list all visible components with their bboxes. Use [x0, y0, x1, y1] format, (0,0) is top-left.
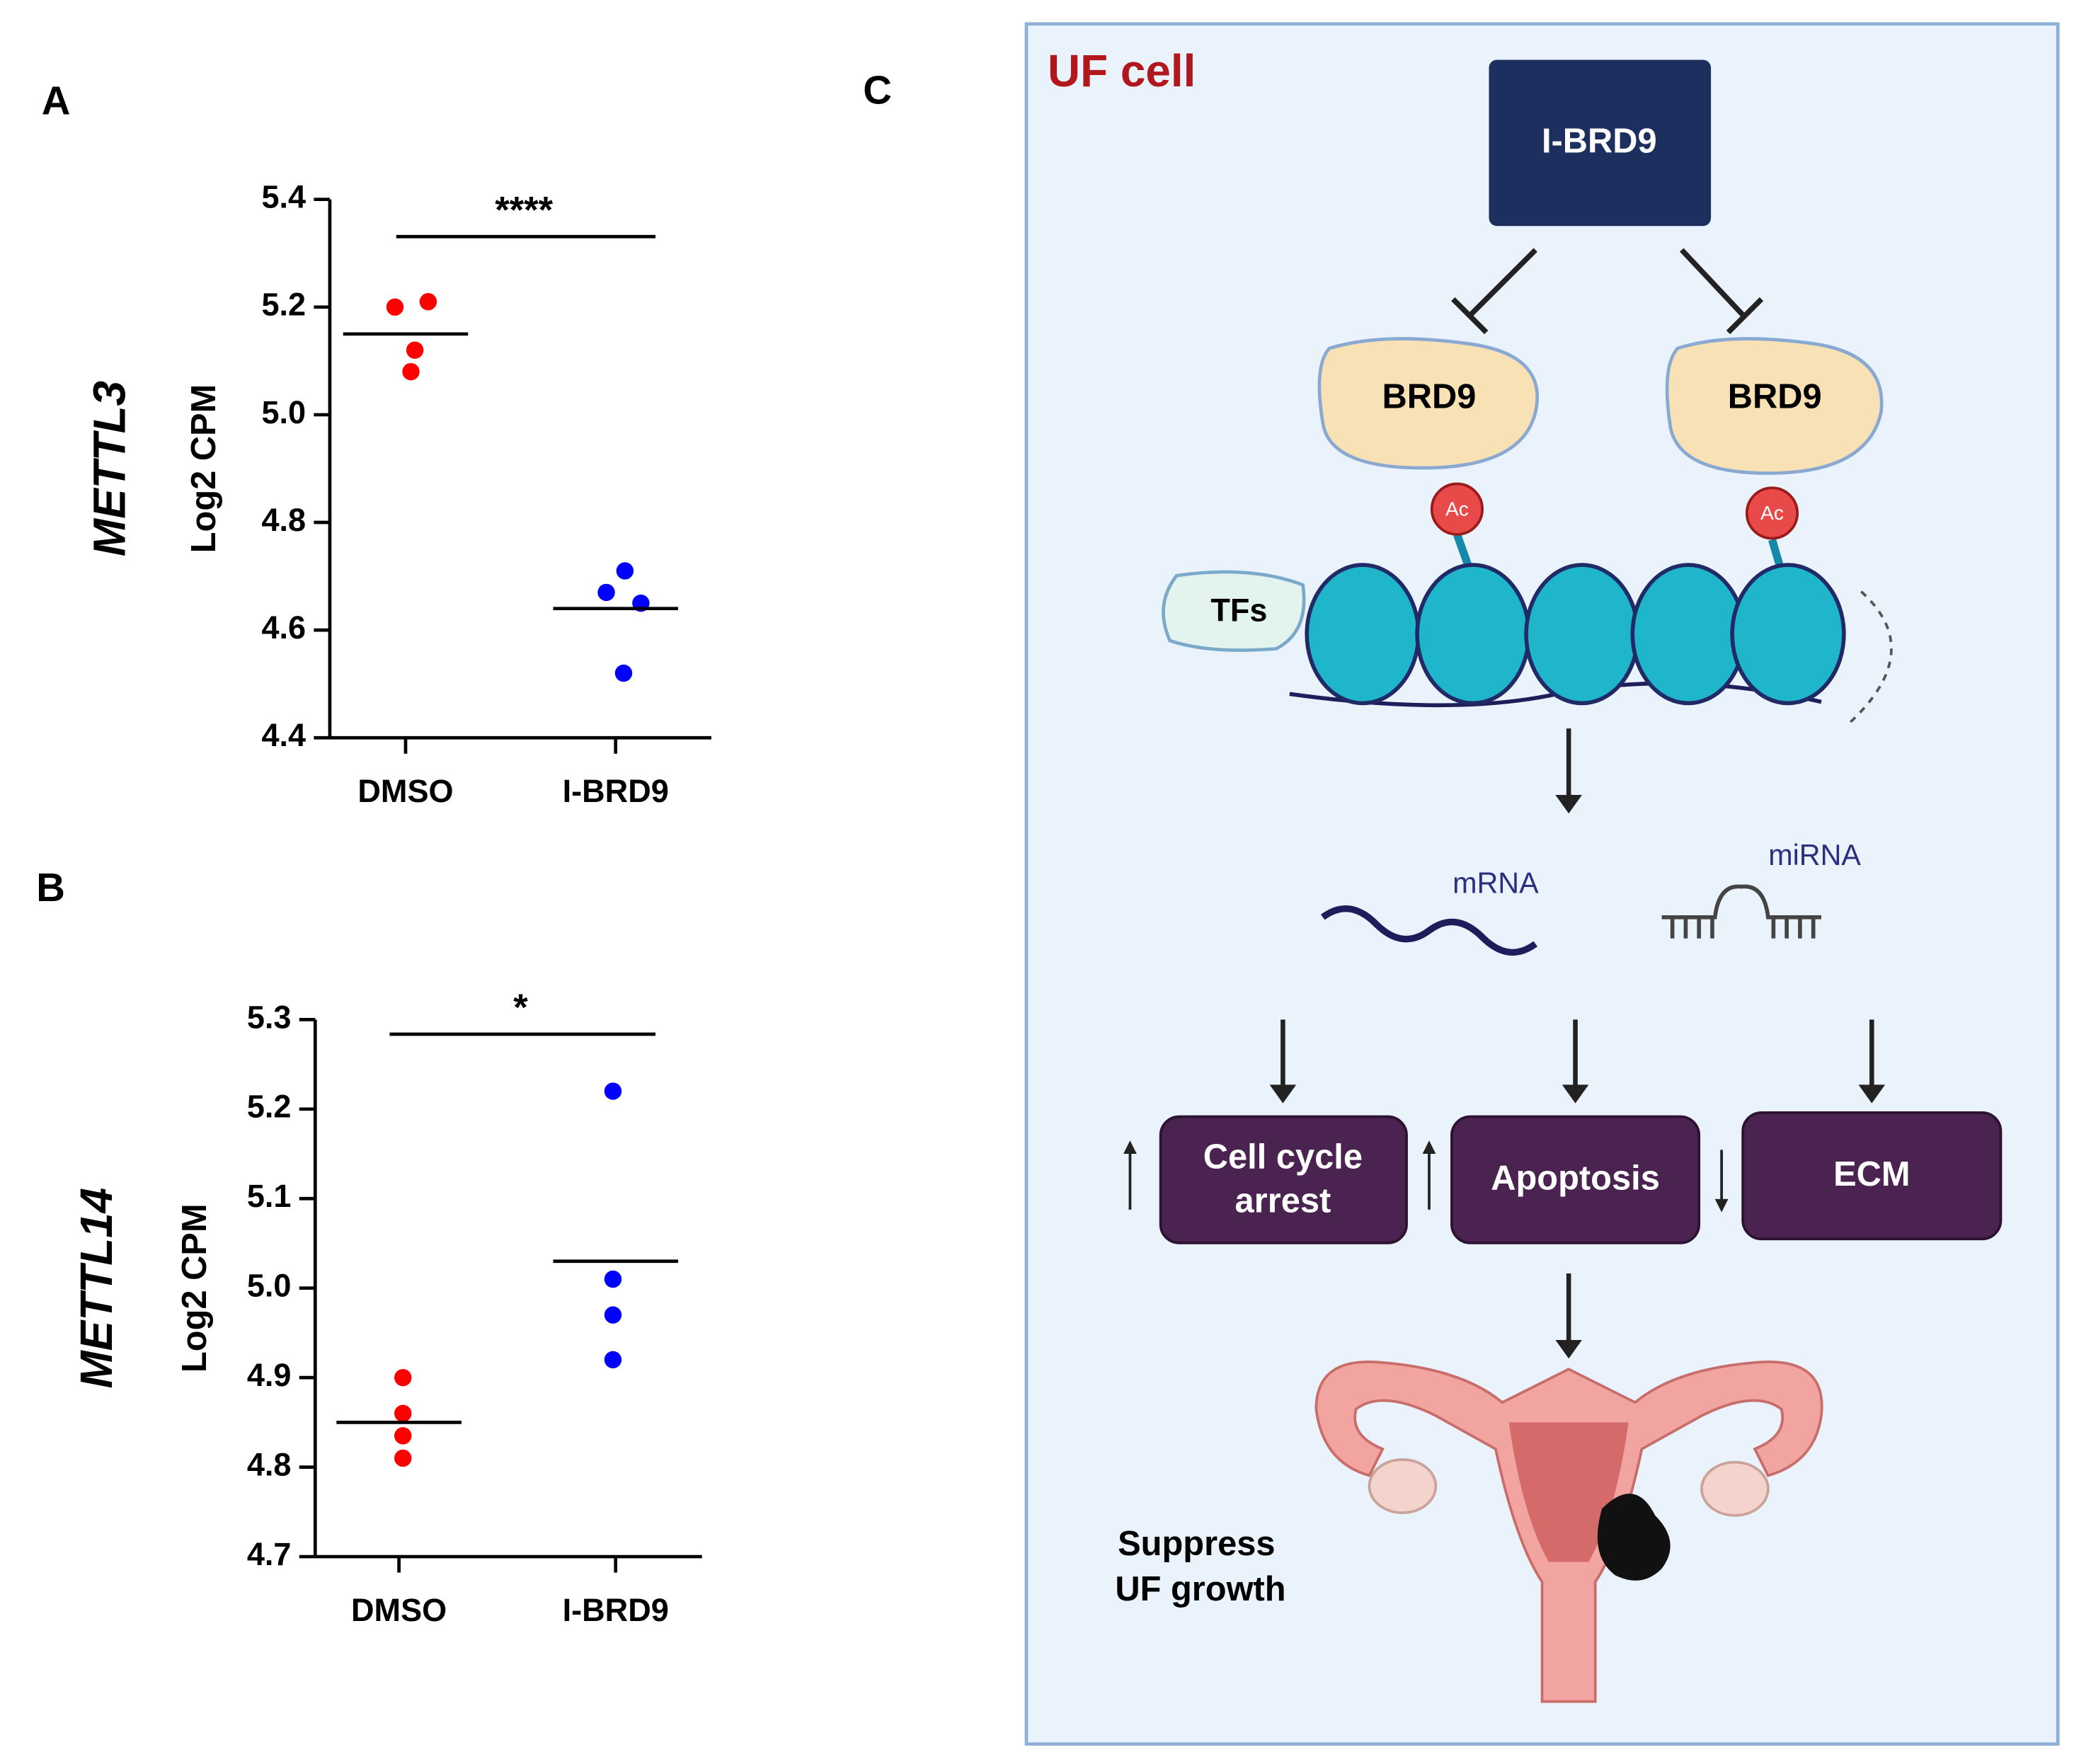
- y-tick-label: 5.2: [247, 1089, 292, 1125]
- y-tick-label: 5.0: [261, 394, 306, 430]
- acetyl: [1745, 486, 1799, 540]
- y-tick-label: 4.4: [261, 717, 306, 753]
- y-tick-label: 4.8: [261, 502, 306, 538]
- data-point: [604, 1082, 622, 1100]
- loop-arrow: [1847, 590, 1893, 726]
- data-point: [604, 1270, 622, 1288]
- x-tick-label: I-BRD9: [563, 773, 669, 809]
- outcome-box: [1741, 1111, 2003, 1241]
- tf-blob: [1162, 570, 1306, 652]
- mrna-label: mRNA: [1453, 867, 1539, 900]
- data-point: [402, 362, 420, 381]
- data-point: [604, 1306, 622, 1324]
- acetyl: [1430, 482, 1484, 536]
- data-point: [394, 1368, 412, 1387]
- y-tick-label: 5.0: [247, 1268, 292, 1304]
- drug-box: [1489, 59, 1712, 227]
- uterus: [1314, 1361, 1823, 1703]
- significance-label: ****: [495, 189, 553, 231]
- data-point: [386, 298, 404, 316]
- chart-title: METTL3: [84, 381, 135, 556]
- data-point: [394, 1449, 412, 1467]
- y-tick-label: 5.1: [247, 1178, 292, 1214]
- arrow-heads: [1123, 794, 1886, 1359]
- y-tick-label: 4.6: [261, 609, 306, 646]
- data-point: [614, 664, 633, 682]
- outcome-label: Cell cycle: [1203, 1138, 1363, 1176]
- panel-label: C: [863, 67, 892, 112]
- x-tick-label: DMSO: [351, 1592, 447, 1628]
- arrows: [1128, 728, 1874, 1343]
- tf-label: TFs: [1210, 592, 1267, 629]
- data-point: [419, 292, 437, 311]
- y-tick-label: 4.9: [247, 1357, 292, 1393]
- y-tick-label: 4.8: [247, 1447, 292, 1483]
- y-tick-label: 5.2: [261, 287, 306, 323]
- data-point: [406, 341, 424, 359]
- y-tick-label: 5.4: [261, 179, 306, 215]
- outcome-box: [1159, 1115, 1408, 1244]
- protein: [1317, 337, 1540, 470]
- panel-label: A: [42, 78, 71, 122]
- mirna-label: miRNA: [1768, 839, 1861, 871]
- data-point: [616, 562, 634, 580]
- data-point: [394, 1427, 412, 1445]
- outcome-label: ECM: [1833, 1155, 1910, 1193]
- y-tick-label: 4.7: [247, 1536, 292, 1572]
- mirna: [1661, 884, 1821, 939]
- outcome-label: arrest: [1235, 1181, 1331, 1220]
- x-tick-label: I-BRD9: [563, 1592, 669, 1628]
- outcome-box: [1450, 1115, 1701, 1244]
- y-axis-label: Log2 CPM: [185, 384, 223, 554]
- mrna: [1320, 905, 1538, 956]
- acetyl-label: Ac: [1760, 502, 1784, 524]
- chart-title: METTL14: [71, 1188, 122, 1389]
- result-label: UF growth: [1115, 1570, 1285, 1608]
- nucleosomes: [1305, 563, 1846, 706]
- data-point: [604, 1351, 622, 1369]
- outcome-label: Apoptosis: [1491, 1159, 1660, 1197]
- inhibition-arrows: [1451, 248, 1764, 335]
- drug-label: I-BRD9: [1542, 122, 1657, 161]
- data-point: [394, 1404, 412, 1422]
- y-axis-label: Log2 CPM: [176, 1203, 214, 1373]
- protein: [1665, 337, 1884, 475]
- result-label: Suppress: [1118, 1525, 1275, 1563]
- protein-label: BRD9: [1728, 377, 1822, 416]
- y-tick-label: 5.3: [247, 999, 292, 1035]
- panel-label: B: [36, 865, 65, 910]
- acetyl-label: Ac: [1445, 498, 1469, 520]
- data-point: [597, 583, 615, 602]
- x-tick-label: DMSO: [357, 773, 453, 809]
- significance-label: *: [513, 987, 528, 1029]
- cell-label: UF cell: [1048, 45, 1196, 96]
- protein-label: BRD9: [1382, 377, 1477, 416]
